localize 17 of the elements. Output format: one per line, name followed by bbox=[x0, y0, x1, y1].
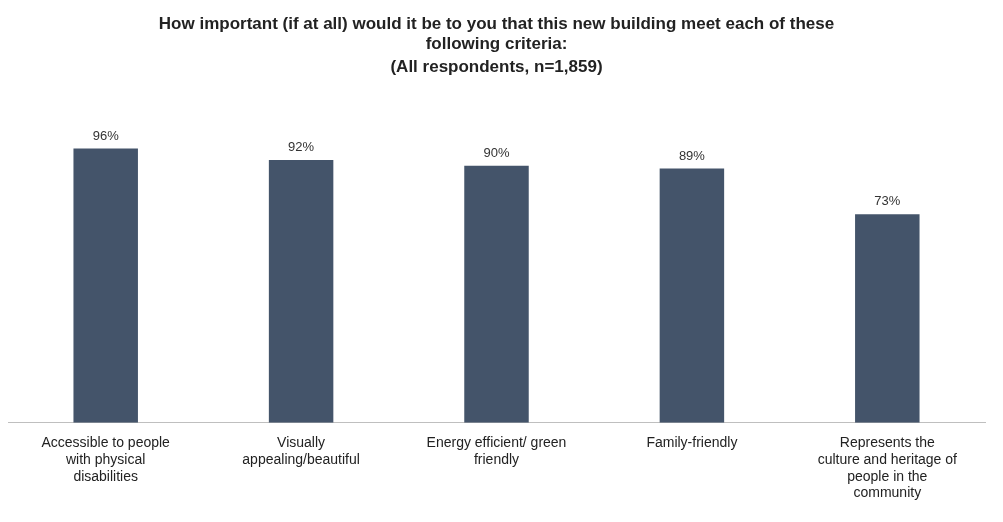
x-tick-label: Family-friendly bbox=[646, 434, 738, 451]
x-tick-label: Accessible to people with physical disabilities bbox=[41, 434, 171, 484]
bar bbox=[464, 165, 529, 423]
x-tick-label: Represents the culture and heritage of people in the community bbox=[817, 434, 958, 501]
bar bbox=[73, 148, 138, 423]
data-label: 73% bbox=[874, 193, 901, 209]
bar bbox=[855, 214, 920, 423]
data-label: 92% bbox=[288, 139, 315, 155]
bar bbox=[268, 160, 334, 423]
x-tick-label: Visually appealing/beautiful bbox=[242, 434, 360, 467]
data-label: 89% bbox=[678, 147, 706, 163]
chart-title: How important (if at all) would it be to you that this new building meet each of these following criteria: bbox=[158, 13, 835, 54]
bar bbox=[659, 168, 725, 423]
data-label: 90% bbox=[483, 144, 510, 160]
chart-subtitle: (All respondents, n=1,859) bbox=[390, 56, 603, 76]
x-tick-label: Energy efficient/ green friendly bbox=[426, 434, 567, 467]
data-label: 96% bbox=[92, 127, 120, 143]
